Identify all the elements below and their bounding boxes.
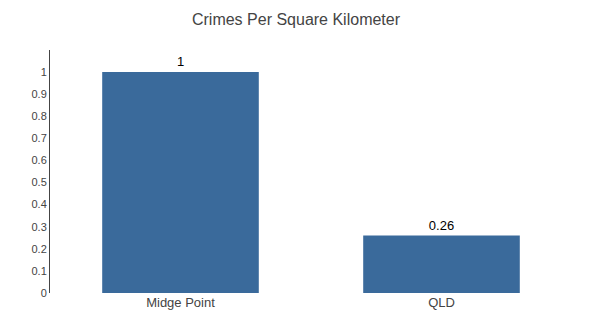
svg-text:0.2: 0.2 [32, 243, 47, 255]
svg-text:0.26: 0.26 [429, 218, 454, 233]
svg-text:1: 1 [41, 66, 47, 78]
svg-text:0.3: 0.3 [32, 221, 47, 233]
svg-text:0.7: 0.7 [32, 132, 47, 144]
svg-text:0.1: 0.1 [32, 265, 47, 277]
svg-text:1: 1 [177, 54, 184, 69]
svg-text:QLD: QLD [428, 295, 455, 310]
svg-text:0: 0 [41, 287, 47, 299]
svg-text:0.5: 0.5 [32, 176, 47, 188]
svg-text:Midge Point: Midge Point [146, 295, 215, 310]
svg-text:Crimes Per Square Kilometer: Crimes Per Square Kilometer [192, 11, 401, 28]
svg-text:0.9: 0.9 [32, 88, 47, 100]
svg-text:0.6: 0.6 [32, 154, 47, 166]
svg-text:0.8: 0.8 [32, 110, 47, 122]
svg-text:0.4: 0.4 [32, 198, 47, 210]
